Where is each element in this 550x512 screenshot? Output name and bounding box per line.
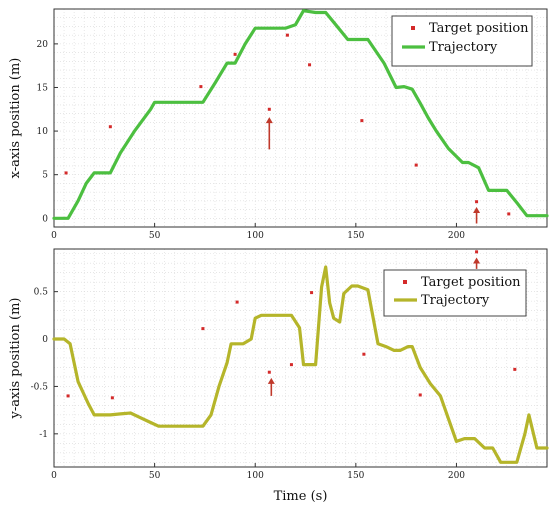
top-y-tick-label: 20: [37, 40, 49, 50]
bottom-target-point: [110, 396, 114, 400]
bottom-arrow-head: [267, 377, 275, 384]
bottom-plot-frame: [53, 248, 548, 468]
bottom-legend-box: [383, 269, 527, 317]
top-target-point: [475, 200, 479, 204]
top-arrow-head: [265, 117, 273, 124]
top-x-tick-label: 0: [51, 231, 57, 241]
bottom-chart-panel: 0 50 100 150 200 -1 -0.5 0 0.5 y-axis position (m…: [8, 248, 549, 504]
top-y-axis-label: x-axis position (m): [8, 58, 23, 179]
bottom-x-tick-label: 150: [347, 471, 364, 481]
top-target-point: [507, 212, 511, 216]
bottom-x-tick-label: 100: [247, 471, 264, 481]
top-target-point: [308, 63, 312, 67]
bottom-target-point: [66, 394, 70, 398]
top-target-point: [414, 163, 418, 167]
bottom-x-tick-label: 200: [448, 471, 465, 481]
top-legend-target-label: Target position: [429, 21, 529, 36]
bottom-target-point: [310, 291, 314, 295]
top-y-tick-label: 10: [37, 127, 49, 137]
top-trajectory-line: [52, 9, 549, 220]
bottom-target-point: [513, 367, 517, 371]
bottom-x-axis-label: Time (s): [274, 489, 328, 504]
bottom-target-point: [475, 250, 479, 254]
bottom-arrow-head: [473, 257, 481, 264]
top-legend-target-marker: [411, 26, 415, 30]
bottom-target-point: [418, 393, 422, 397]
bottom-legend-trajectory-label: Trajectory: [421, 293, 490, 308]
bottom-x-tick-label: 50: [149, 471, 161, 481]
top-y-tick-label: 5: [42, 171, 48, 181]
bottom-y-tick-label: -0.5: [31, 382, 49, 392]
top-chart-panel: 0 50 100 150 200 0 5 10 15 20 x-axis position (m) T…: [8, 8, 549, 241]
bottom-target-point: [362, 352, 366, 356]
bottom-target-point: [267, 370, 271, 374]
top-x-tick-label: 50: [149, 231, 161, 241]
top-target-point: [233, 52, 237, 56]
top-target-point: [199, 85, 203, 89]
top-plot-frame: [53, 8, 548, 228]
top-target-point: [360, 119, 364, 123]
bottom-y-tick-label: 0: [42, 335, 48, 345]
bottom-legend-target-marker: [403, 280, 407, 284]
bottom-target-point: [201, 327, 205, 331]
bottom-trajectory-line: [52, 265, 549, 464]
top-x-tick-label: 100: [247, 231, 264, 241]
top-target-point: [64, 171, 68, 175]
bottom-target-point: [235, 300, 239, 304]
bottom-y-axis-label: y-axis position (m): [8, 298, 23, 420]
bottom-y-tick-label: -1: [39, 430, 48, 440]
top-target-point: [108, 125, 112, 129]
bottom-legend-target-label: Target position: [421, 275, 521, 290]
top-x-tick-label: 200: [448, 231, 465, 241]
top-legend-box: [391, 15, 533, 67]
top-x-tick-label: 150: [347, 231, 364, 241]
top-target-point: [285, 33, 289, 37]
top-arrow-head: [473, 206, 481, 213]
top-y-tick-label: 15: [37, 83, 49, 93]
top-legend-trajectory-label: Trajectory: [429, 40, 498, 55]
top-target-point: [267, 107, 271, 111]
bottom-target-point: [289, 363, 293, 367]
top-y-tick-label: 0: [42, 214, 48, 224]
bottom-y-tick-label: 0.5: [34, 288, 49, 298]
bottom-x-tick-label: 0: [51, 471, 57, 481]
